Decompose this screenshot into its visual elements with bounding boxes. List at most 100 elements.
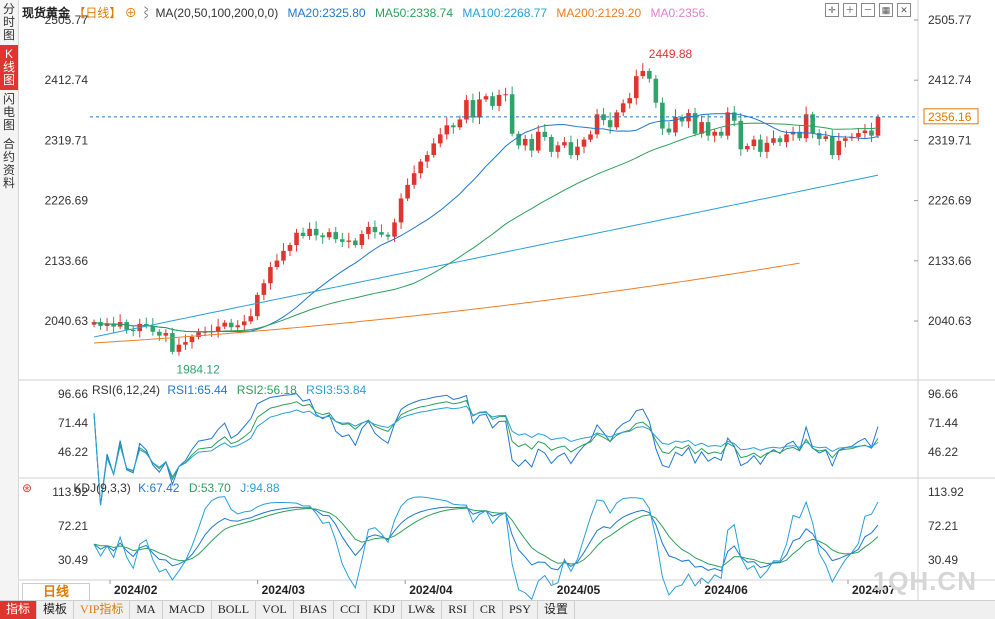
period-tag[interactable]: 【日线】: [73, 6, 122, 20]
candle: [555, 145, 561, 152]
candle: [392, 222, 397, 237]
toolbar-cci[interactable]: CCI: [334, 601, 368, 619]
candle: [228, 322, 234, 328]
ma0-value: MA0:2356.: [650, 6, 709, 20]
right-axis-tick-label: 2133.66: [928, 254, 972, 268]
candle: [339, 239, 345, 242]
crosshair-icon[interactable]: ✛: [825, 3, 839, 17]
rsi-label: RSI(6,12,24): [92, 383, 161, 397]
toolbar-ma[interactable]: MA: [130, 601, 163, 619]
candle: [398, 198, 404, 223]
time-axis-label: 2024/02: [114, 583, 158, 597]
right-axis-tick-label: 2505.77: [928, 13, 972, 27]
candle: [875, 116, 881, 136]
toolbar-bias[interactable]: BIAS: [294, 601, 335, 619]
candle: [575, 146, 580, 156]
left-axis-tick-label: 2133.66: [45, 254, 89, 268]
candle: [640, 70, 646, 77]
toolbar-indicators[interactable]: 指标: [0, 601, 38, 619]
kdj-axis-tick-label: 30.49: [58, 553, 88, 567]
candle: [745, 146, 750, 150]
current-price-label: 2356.16: [928, 110, 972, 124]
kdj-k-line: [93, 506, 879, 572]
candle: [457, 119, 463, 128]
candle: [803, 114, 809, 139]
candle: [124, 322, 129, 330]
kdj-label: KDJ(9,3,3): [73, 481, 131, 495]
ma200-value: MA200:2129.20: [556, 6, 642, 20]
candle: [346, 240, 352, 242]
toolbar-kdj[interactable]: KDJ: [367, 601, 403, 619]
candle: [758, 139, 763, 152]
toolbar-rsi[interactable]: RSI: [442, 601, 474, 619]
right-axis-tick-label: 2226.69: [928, 194, 972, 208]
candle: [405, 184, 410, 199]
left-axis-tick-label: 2505.77: [45, 13, 89, 27]
time-axis-label: 2024/03: [262, 583, 306, 597]
toolbar-boll[interactable]: BOLL: [212, 601, 257, 619]
candle: [581, 139, 587, 147]
side-tab-flash[interactable]: 闪电图: [2, 92, 15, 132]
candle: [130, 329, 136, 332]
candle: [372, 226, 378, 233]
rsi-axis-tick-label: 71.44: [58, 416, 88, 430]
side-tab-contract-info[interactable]: 合约资料: [2, 137, 15, 190]
rsi-axis-tick-label: 71.44: [928, 416, 958, 430]
candle: [843, 138, 848, 141]
candle: [856, 133, 861, 137]
candle: [326, 232, 332, 238]
candle: [307, 228, 312, 236]
indicator-toolbar: 指标 模板 VIP指标 MA MACD BOLL VOL BIAS CCI KD…: [0, 600, 995, 619]
candle: [594, 114, 600, 135]
kdj-axis-tick-label: 72.21: [58, 519, 88, 533]
candle: [333, 232, 339, 240]
candle: [810, 114, 815, 134]
toolbar-macd[interactable]: MACD: [163, 601, 212, 619]
settings-icon[interactable]: ⊕: [124, 6, 137, 20]
rsi3-line: [93, 405, 879, 506]
candle: [176, 344, 182, 352]
candle: [647, 70, 652, 79]
toolbar-cr[interactable]: CR: [474, 601, 503, 619]
watermark: 1QH.CN: [872, 566, 977, 596]
grid-icon[interactable]: ▦: [879, 3, 893, 17]
candle: [287, 245, 293, 251]
left-axis-tick-label: 2319.71: [45, 133, 89, 147]
rsi2-value: RSI2:56.18: [236, 383, 297, 397]
candle: [255, 294, 260, 317]
candle: [869, 130, 874, 136]
rsi1-value: RSI1:65.44: [167, 383, 228, 397]
candle: [771, 138, 776, 143]
candle: [718, 131, 724, 136]
zoom-out-icon[interactable]: －: [861, 3, 875, 17]
candle: [170, 333, 175, 352]
toolbar-vip[interactable]: VIP指标: [74, 601, 131, 619]
toolbar-psy[interactable]: PSY: [503, 601, 538, 619]
candle: [477, 99, 482, 118]
candle: [91, 322, 97, 325]
k-value: K:67.42: [138, 481, 180, 495]
zoom-in-icon[interactable]: ＋: [843, 3, 857, 17]
candle: [359, 234, 365, 246]
close-icon[interactable]: ✕: [897, 3, 911, 17]
rsi-axis-tick-label: 46.22: [928, 445, 958, 459]
toolbar-settings[interactable]: 设置: [538, 601, 575, 619]
side-tab-intraday[interactable]: 分时图: [2, 2, 15, 42]
candle: [150, 325, 156, 332]
candle: [738, 120, 744, 150]
candle: [196, 332, 201, 337]
side-tab-kline[interactable]: K线图: [0, 45, 18, 90]
instrument-title: 现货黄金: [22, 6, 71, 20]
candle: [705, 122, 711, 136]
candle: [601, 114, 606, 121]
toolbar-vol[interactable]: VOL: [256, 601, 294, 619]
ma50-value: MA50:2338.74: [374, 6, 453, 20]
candle: [568, 142, 574, 156]
kdj-settings-icon[interactable]: ⊛: [22, 481, 33, 495]
period-button[interactable]: 日线: [22, 583, 90, 601]
toolbar-lw[interactable]: LW&: [402, 601, 443, 619]
price-chart[interactable]: 2505.77 2505.77 2412.74 2412.74 2319.71 2319.…: [0, 0, 995, 600]
current-price-box: [923, 108, 979, 125]
toolbar-templates[interactable]: 模板: [37, 601, 75, 619]
rsi-axis-tick-label: 96.66: [928, 387, 958, 401]
